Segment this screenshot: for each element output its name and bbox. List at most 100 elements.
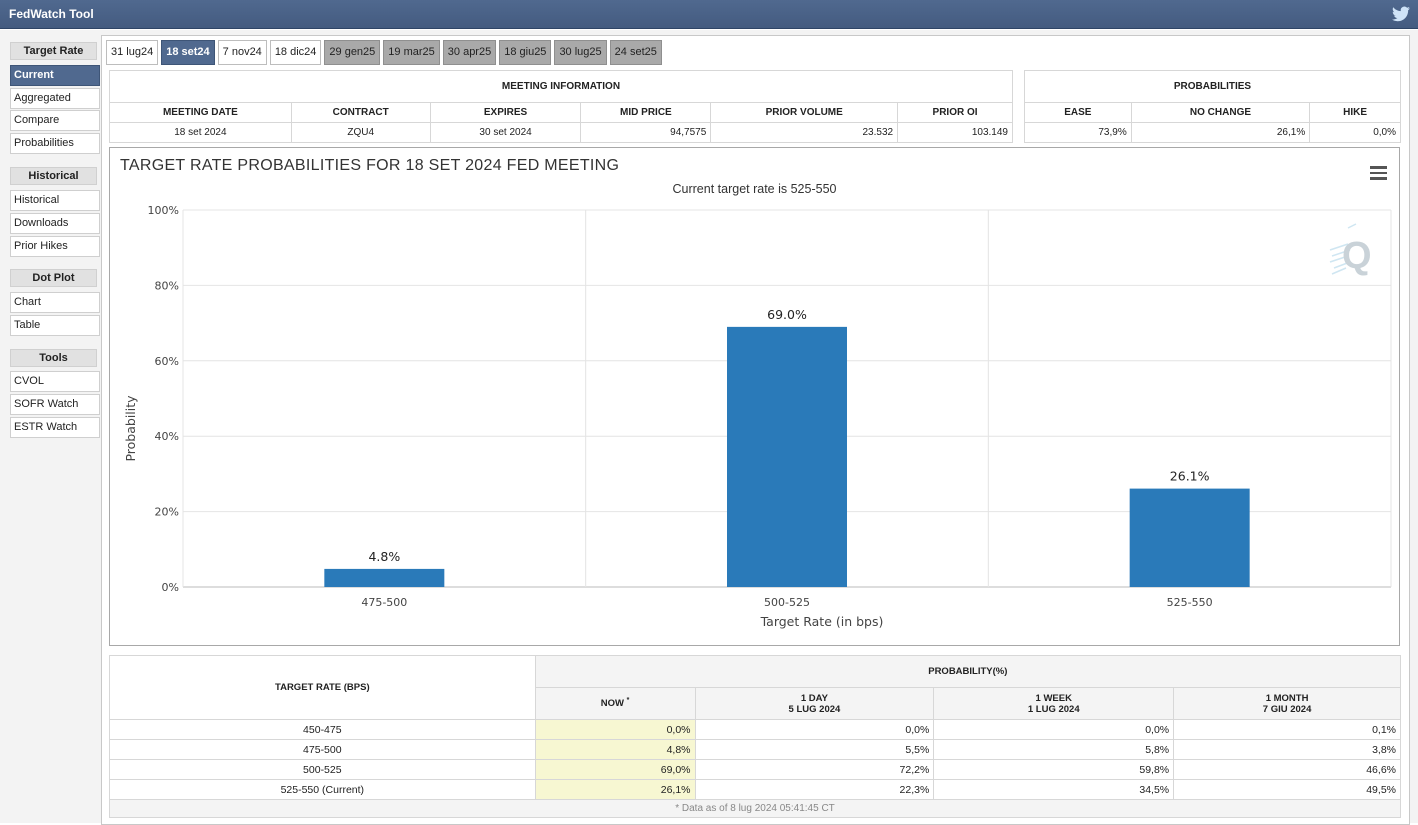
meeting-tabs: 31 lug24 18 set24 7 nov24 18 dic24 29 ge…	[106, 40, 662, 65]
one-month-cell: 46,6%	[1173, 759, 1401, 780]
rate-cell: 500-525	[109, 759, 536, 780]
sidebar-item-sofr-watch[interactable]: SOFR Watch	[10, 394, 100, 415]
quikstrike-watermark-icon: Q	[1329, 223, 1372, 277]
sidebar-header-target-rate[interactable]: Target Rate	[10, 42, 97, 60]
col-meeting-date: MEETING DATE	[109, 102, 292, 123]
data-label: 69.0%	[767, 307, 807, 322]
chart-subtitle: Current target rate is 525-550	[672, 182, 837, 196]
col-1-month: 1 MONTH 7 GIU 2024	[1173, 687, 1401, 720]
tab-18-dic24[interactable]: 18 dic24	[269, 40, 322, 65]
svg-text:Q: Q	[1342, 235, 1372, 277]
tab-7-nov24[interactable]: 7 nov24	[217, 40, 267, 65]
x-axis-label: Target Rate (in bps)	[760, 614, 884, 629]
probabilities-summary-table: PROBABILITIES EASE NO CHANGE HIKE 73,9% …	[1024, 70, 1401, 143]
sidebar-item-prior-hikes[interactable]: Prior Hikes	[10, 236, 100, 257]
col-expires: EXPIRES	[429, 102, 582, 123]
y-tick-label: 60%	[155, 355, 179, 368]
tab-30-lug25[interactable]: 30 lug25	[554, 40, 607, 65]
chart-menu-icon[interactable]	[1370, 166, 1387, 180]
col-now: NOW *	[534, 687, 696, 720]
now-cell: 26,1%	[534, 779, 696, 800]
chart-container: TARGET RATE PROBABILITIES FOR 18 SET 202…	[109, 147, 1400, 646]
tab-31-lug24[interactable]: 31 lug24	[106, 40, 159, 65]
no-change-value: 26,1%	[1130, 122, 1311, 143]
col-hike: HIKE	[1309, 102, 1401, 123]
sidebar-item-compare[interactable]: Compare	[10, 110, 100, 131]
sidebar-header-tools[interactable]: Tools	[10, 349, 97, 367]
one-week-cell: 59,8%	[933, 759, 1175, 780]
hike-value: 0,0%	[1309, 122, 1401, 143]
rate-cell: 450-475	[109, 719, 536, 740]
sidebar-item-current[interactable]: Current	[10, 65, 100, 86]
col-1-week: 1 WEEK 1 LUG 2024	[933, 687, 1175, 720]
table-row: 500-525 69,0% 72,2% 59,8% 46,6%	[109, 759, 1401, 780]
twitter-icon[interactable]	[1392, 6, 1410, 22]
sidebar-item-aggregated[interactable]: Aggregated	[10, 88, 100, 109]
table-row: 525-550 (Current) 26,1% 22,3% 34,5% 49,5…	[109, 779, 1401, 800]
sidebar-item-chart[interactable]: Chart	[10, 292, 100, 313]
y-tick-label: 0%	[162, 581, 179, 594]
tab-18-giu25[interactable]: 18 giu25	[499, 40, 552, 65]
data-label: 26.1%	[1170, 469, 1210, 484]
tab-24-set25[interactable]: 24 set25	[609, 40, 662, 65]
bar	[324, 568, 445, 587]
sidebar-header-historical[interactable]: Historical	[10, 167, 97, 185]
chart-title: TARGET RATE PROBABILITIES FOR 18 SET 202…	[120, 157, 620, 174]
x-tick-label: 525-550	[1167, 596, 1213, 609]
one-day-cell: 72,2%	[694, 759, 935, 780]
chart-plot: 0% 20% 40% 60% 80% 100% 4.8% 475-500 69.0% 500-52…	[123, 204, 1392, 629]
one-day-cell: 5,5%	[694, 739, 935, 760]
main-panel: 31 lug24 18 set24 7 nov24 18 dic24 29 ge…	[101, 35, 1410, 825]
title-bar: FedWatch Tool	[0, 0, 1418, 29]
meeting-info-table: MEETING INFORMATION MEETING DATE CONTRAC…	[109, 70, 1013, 143]
col-1-day: 1 DAY 5 LUG 2024	[694, 687, 935, 720]
one-week-cell: 34,5%	[933, 779, 1175, 800]
now-cell: 4,8%	[534, 739, 696, 760]
probabilities-header: PROBABILITIES	[1024, 70, 1401, 103]
col-prior-oi: PRIOR OI	[897, 102, 1013, 123]
sidebar-item-historical[interactable]: Historical	[10, 190, 100, 211]
sidebar-item-cvol[interactable]: CVOL	[10, 371, 100, 392]
contract-value: ZQU4	[290, 122, 431, 143]
col-target-rate-bps: TARGET RATE (BPS)	[109, 655, 536, 720]
tab-29-gen25[interactable]: 29 gen25	[324, 40, 381, 65]
rate-cell: 525-550 (Current)	[109, 779, 536, 800]
x-tick-label: 475-500	[361, 596, 407, 609]
one-month-cell: 3,8%	[1173, 739, 1401, 760]
sidebar-item-estr-watch[interactable]: ESTR Watch	[10, 417, 100, 438]
x-tick-label: 500-525	[764, 596, 810, 609]
col-mid-price: MID PRICE	[580, 102, 712, 123]
one-day-cell: 22,3%	[694, 779, 935, 800]
bar	[727, 326, 847, 587]
probability-history-table: TARGET RATE (BPS) PROBABILITY(%) NOW * 1…	[109, 655, 1402, 818]
tab-30-apr25[interactable]: 30 apr25	[442, 40, 497, 65]
probability-group-header: PROBABILITY(%)	[534, 655, 1402, 688]
data-timestamp-footnote: * Data as of 8 lug 2024 05:41:45 CT	[109, 799, 1401, 818]
expires-value: 30 set 2024	[429, 122, 582, 143]
one-week-cell: 0,0%	[933, 719, 1175, 740]
y-tick-label: 20%	[155, 506, 179, 519]
data-label: 4.8%	[368, 549, 400, 564]
sidebar-item-downloads[interactable]: Downloads	[10, 213, 100, 234]
y-tick-label: 40%	[155, 430, 179, 443]
y-tick-label: 80%	[155, 279, 179, 292]
y-axis-label: Probability	[123, 395, 138, 462]
sidebar-item-probabilities[interactable]: Probabilities	[10, 133, 100, 154]
now-cell: 69,0%	[534, 759, 696, 780]
prior-volume-value: 23.532	[710, 122, 899, 143]
col-prior-volume: PRIOR VOLUME	[710, 102, 899, 123]
col-ease: EASE	[1024, 102, 1132, 123]
meeting-info-header: MEETING INFORMATION	[109, 70, 1013, 103]
col-contract: CONTRACT	[290, 102, 431, 123]
one-month-cell: 0,1%	[1173, 719, 1401, 740]
tab-18-set24[interactable]: 18 set24	[161, 40, 215, 65]
meeting-date-value: 18 set 2024	[109, 122, 292, 143]
bar	[1129, 488, 1250, 587]
sidebar-item-table[interactable]: Table	[10, 315, 100, 336]
prior-oi-value: 103.149	[897, 122, 1013, 143]
app-title: FedWatch Tool	[9, 7, 94, 21]
one-day-cell: 0,0%	[694, 719, 935, 740]
table-row: 450-475 0,0% 0,0% 0,0% 0,1%	[109, 719, 1401, 740]
sidebar-header-dot-plot[interactable]: Dot Plot	[10, 269, 97, 287]
tab-19-mar25[interactable]: 19 mar25	[383, 40, 440, 65]
